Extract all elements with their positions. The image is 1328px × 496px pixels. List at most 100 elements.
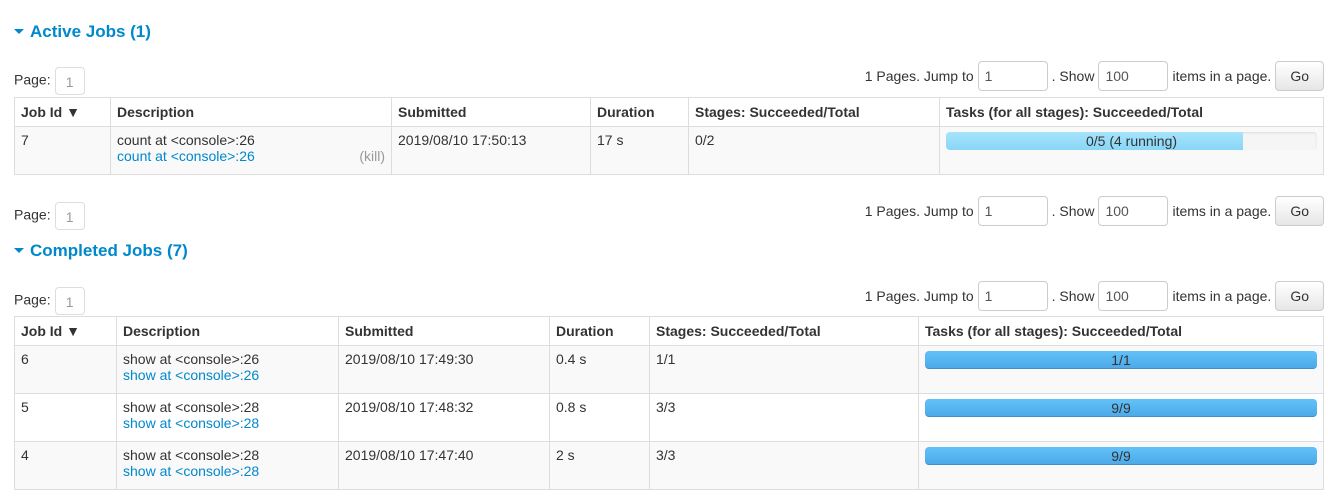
progress-succeeded [925,351,1317,369]
progress-running [946,132,1243,150]
submitted-cell: 2019/08/10 17:49:30 [338,345,550,394]
job-row: 7 count at <console>:26 (kill) count at <co… [14,126,1324,175]
stages-cell: 3/3 [649,441,919,490]
submitted-cell: 2019/08/10 17:48:32 [338,393,550,442]
page-indicator: Page: 1 [14,202,85,230]
go-button[interactable]: Go [1275,281,1324,311]
page-number-button[interactable]: 1 [54,202,85,230]
tasks-cell: 9/9 [918,393,1324,442]
page-controls: 1 Pages. Jump to . Show items in a page.Go [865,196,1324,226]
page-label: Page: [14,206,51,223]
job-description: show at <console>:26 [123,351,260,367]
job-link[interactable]: show at <console>:28 [123,415,260,431]
show-text: . Show [1051,288,1095,304]
page-label: Page: [14,71,51,88]
duration-cell: 17 s [590,126,689,175]
jump-to-page-input[interactable] [977,281,1048,311]
page-controls: 1 Pages. Jump to . Show items in a page.Go [865,61,1324,91]
link-line: show at <console>:26 [123,367,332,383]
items-text: items in a page. [1172,203,1272,219]
column-header[interactable]: Stages: Succeeded/Total [688,97,940,127]
tasks-cell: 9/9 [918,441,1324,490]
link-line: show at <console>:28 [123,415,332,431]
active-jobs-toggle[interactable]: Active Jobs (1) [14,22,151,42]
job-row: 4 show at <console>:28 show at <console>:2… [14,441,1324,490]
page-size-input[interactable] [1098,281,1169,311]
progress-succeeded [925,447,1317,465]
show-text: . Show [1051,203,1095,219]
jump-to-page-input[interactable] [977,61,1048,91]
description-cell: count at <console>:26 (kill) count at <con… [110,126,392,175]
section-title: Active Jobs (1) [30,22,151,41]
stages-cell: 0/2 [688,126,940,175]
column-header[interactable]: Submitted [391,97,591,127]
page-size-input[interactable] [1098,61,1169,91]
jump-to-page-input[interactable] [977,196,1048,226]
stages-cell: 1/1 [649,345,919,394]
collapse-triangle-icon [14,247,24,253]
progress-succeeded [925,399,1317,417]
column-header[interactable]: Description [116,316,339,346]
job-id-cell: 6 [14,345,117,394]
link-line: (kill) count at <console>:26 [117,148,385,164]
stages-cell: 3/3 [649,393,919,442]
items-text: items in a page. [1172,68,1272,84]
task-progress-bar: 9/9 [925,399,1317,417]
column-header[interactable]: Tasks (for all stages): Succeeded/Total [939,97,1324,127]
page-number-button[interactable]: 1 [54,287,85,315]
pages-text: 1 Pages. Jump to [864,68,974,84]
description-cell: show at <console>:28 show at <console>:28 [116,441,339,490]
job-row: 6 show at <console>:26 show at <console>:2… [14,345,1324,394]
task-progress-bar: 1/1 [925,351,1317,369]
column-header[interactable]: Submitted [338,316,550,346]
active-pager-bottom: Page:1 1 Pages. Jump to . Show items in a p… [14,196,1324,230]
job-link[interactable]: count at <console>:26 [117,148,255,164]
tasks-cell: 0/5 (4 running) [939,126,1324,175]
column-header[interactable]: Job Id ▼ [14,97,111,127]
progress-label: 0/5 (4 running) [1085,133,1178,149]
kill-link[interactable]: (kill) [359,148,385,164]
job-id-cell: 5 [14,393,117,442]
column-header[interactable]: Tasks (for all stages): Succeeded/Total [918,316,1324,346]
job-id-cell: 4 [14,441,117,490]
page-size-input[interactable] [1098,196,1169,226]
job-description: show at <console>:28 [123,399,260,415]
page-controls: 1 Pages. Jump to . Show items in a page.Go [865,281,1324,311]
task-progress-bar: 0/5 (4 running) [946,132,1317,150]
section-title: Completed Jobs (7) [30,241,188,260]
column-header[interactable]: Description [110,97,392,127]
job-row: 5 show at <console>:28 show at <console>:2… [14,393,1324,442]
job-link[interactable]: show at <console>:28 [123,463,260,479]
progress-label: 9/9 [1111,400,1131,416]
progress-label: 9/9 [1111,448,1131,464]
page-indicator: Page: 1 [14,67,85,95]
job-link[interactable]: show at <console>:26 [123,367,260,383]
job-description: count at <console>:26 [117,132,255,148]
job-description: show at <console>:28 [123,447,260,463]
show-text: . Show [1051,68,1095,84]
completed-jobs-table: Job Id ▼ Description Submitted Duration Stag… [14,316,1324,490]
items-text: items in a page. [1172,288,1272,304]
pages-text: 1 Pages. Jump to [864,203,974,219]
column-header[interactable]: Job Id ▼ [14,316,117,346]
duration-cell: 0.4 s [549,345,650,394]
link-line: show at <console>:28 [123,463,332,479]
page-label: Page: [14,291,51,308]
active-pager-top: Page:1 1 Pages. Jump to . Show items in a p… [14,61,1324,95]
progress-label: 1/1 [1111,352,1131,368]
column-header[interactable]: Duration [549,316,650,346]
submitted-cell: 2019/08/10 17:47:40 [338,441,550,490]
go-button[interactable]: Go [1275,196,1324,226]
pages-text: 1 Pages. Jump to [864,288,974,304]
column-header[interactable]: Duration [590,97,689,127]
job-id-cell: 7 [14,126,111,175]
go-button[interactable]: Go [1275,61,1324,91]
completed-jobs-toggle[interactable]: Completed Jobs (7) [14,241,188,261]
column-header[interactable]: Stages: Succeeded/Total [649,316,919,346]
page-number-button[interactable]: 1 [54,67,85,95]
duration-cell: 2 s [549,441,650,490]
duration-cell: 0.8 s [549,393,650,442]
description-cell: show at <console>:26 show at <console>:26 [116,345,339,394]
description-cell: show at <console>:28 show at <console>:28 [116,393,339,442]
completed-pager-top: Page:1 1 Pages. Jump to . Show items in a p… [14,281,1324,315]
